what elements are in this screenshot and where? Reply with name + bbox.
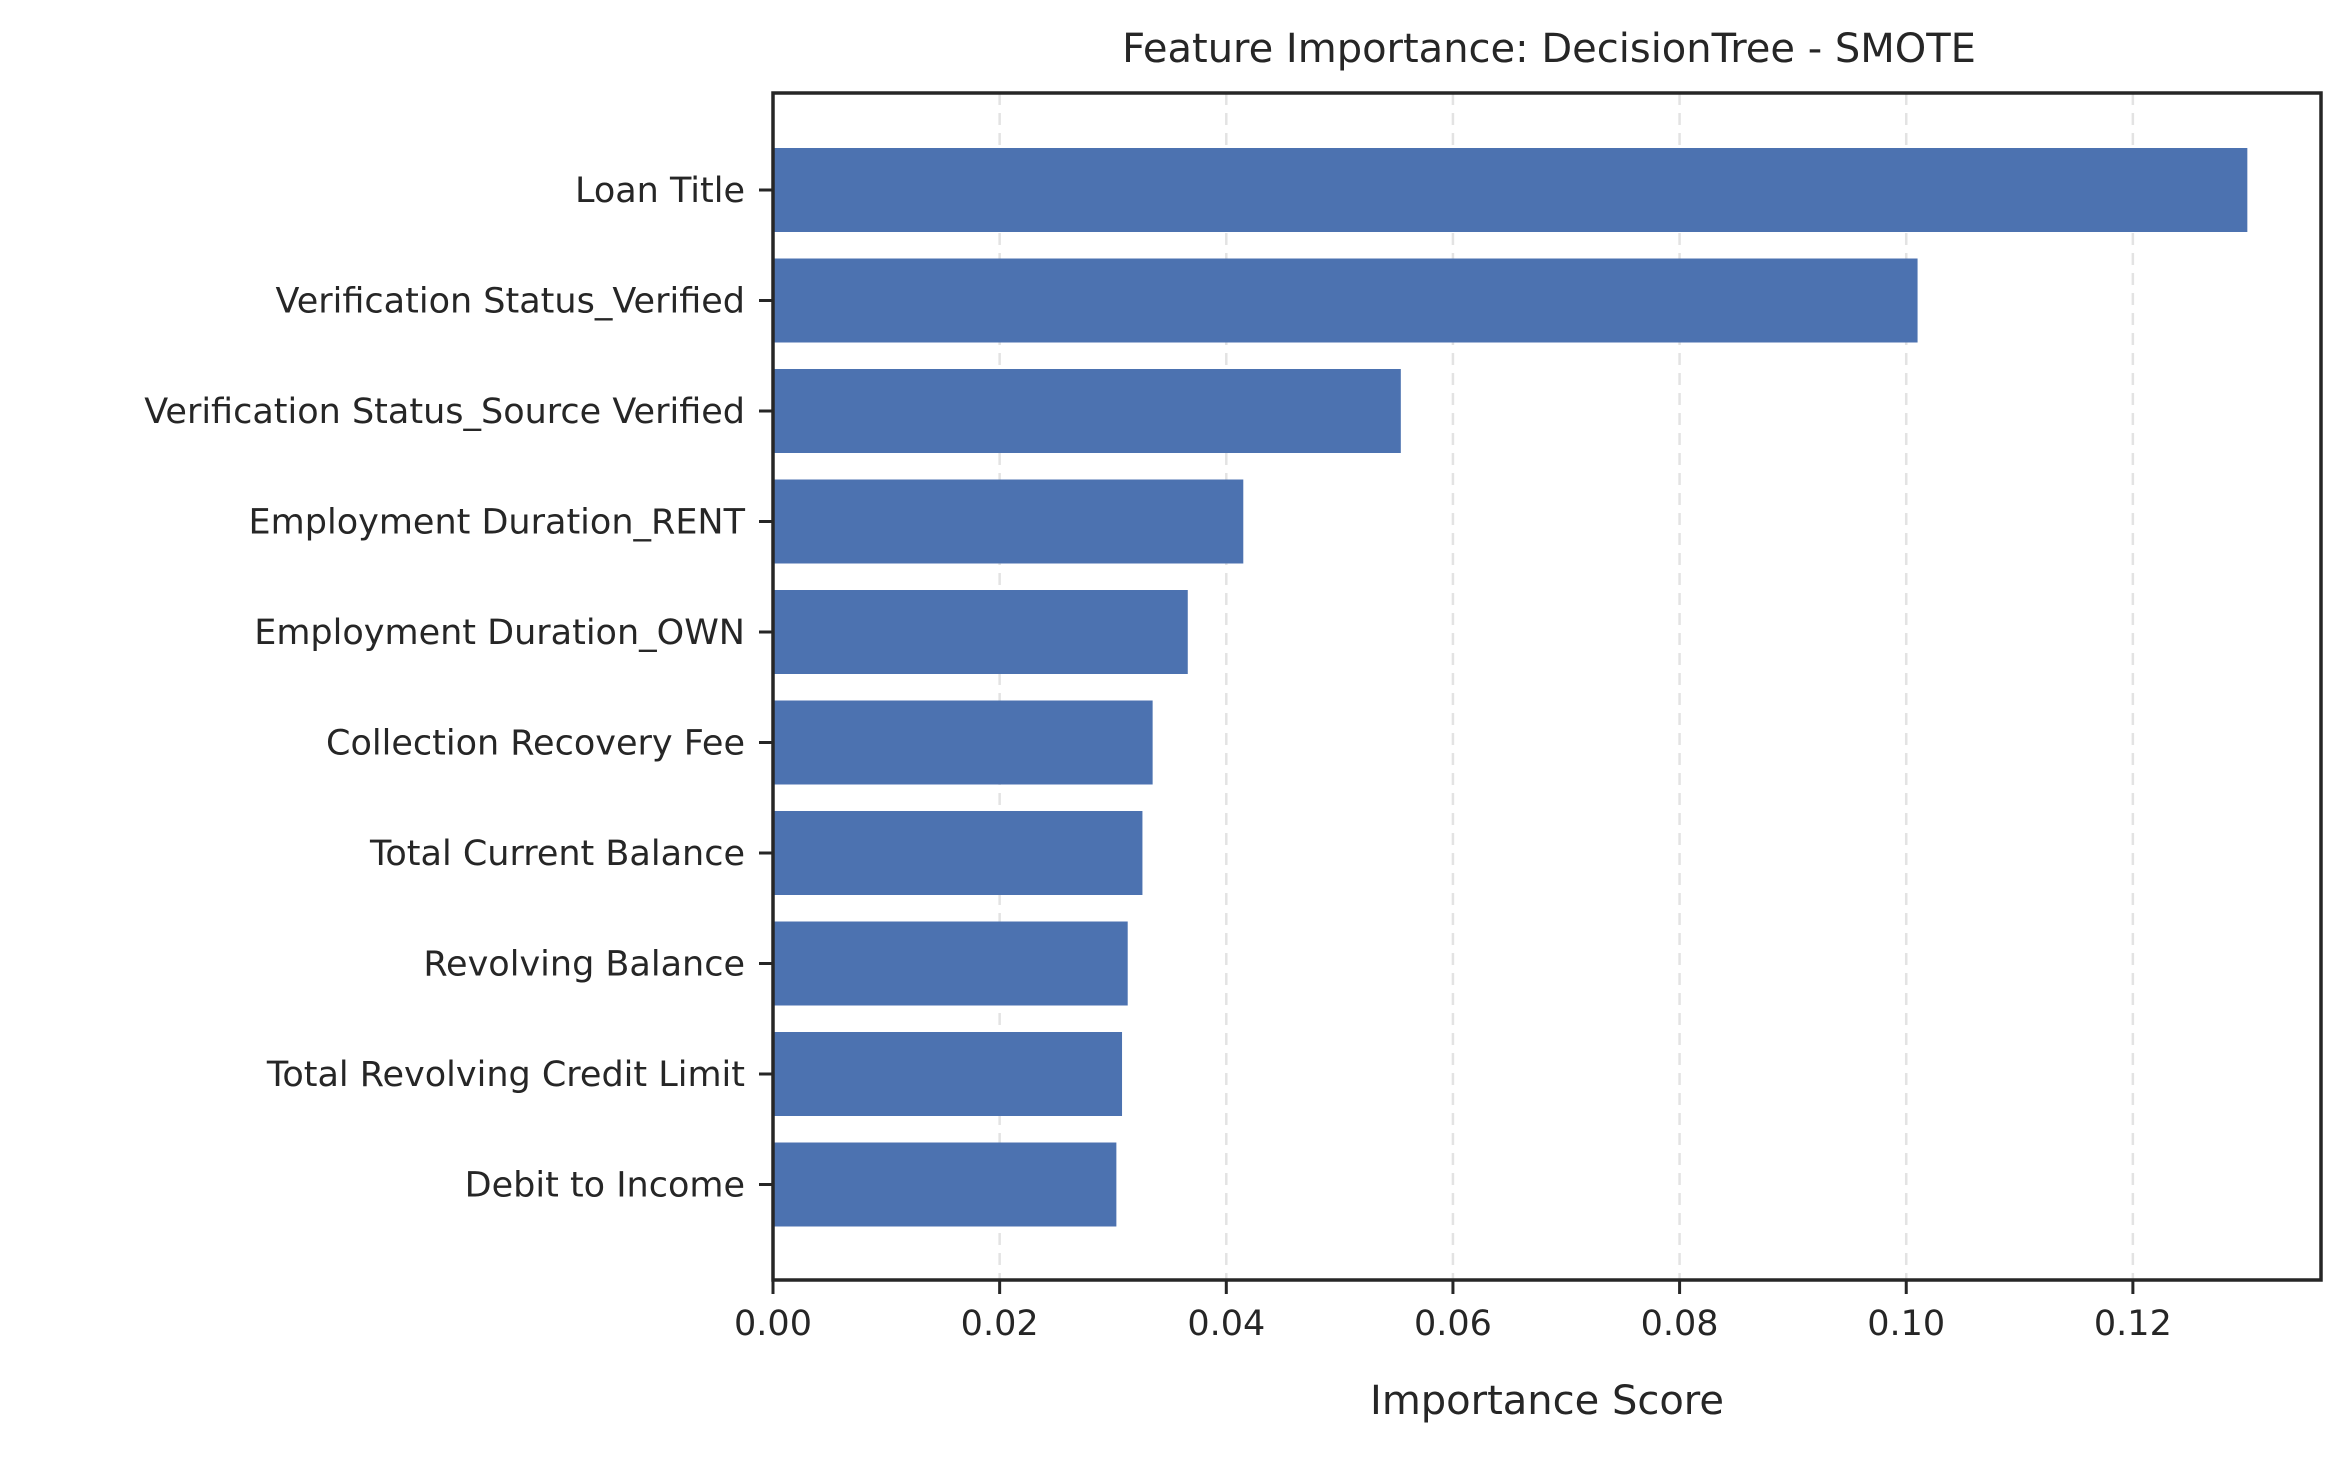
bar — [773, 148, 2248, 232]
x-tick-label: 0.10 — [1867, 1304, 1945, 1344]
x-tick-label: 0.12 — [2094, 1304, 2172, 1344]
bar — [773, 1032, 1123, 1116]
y-tick-label: Total Current Balance — [369, 834, 745, 874]
y-tick-label: Collection Recovery Fee — [326, 724, 745, 764]
y-axis-ticks: Loan Title Verification Status_Verified Ve… — [144, 171, 773, 1206]
x-axis-label: Importance Score — [1370, 1378, 1724, 1424]
bar — [773, 590, 1188, 674]
bar — [773, 479, 1244, 564]
x-tick-label: 0.06 — [1414, 1304, 1492, 1344]
bar — [773, 1142, 1117, 1227]
bar — [773, 700, 1153, 785]
y-tick-label: Employment Duration_OWN — [254, 613, 745, 653]
bar — [773, 369, 1401, 453]
y-tick-label: Total Revolving Credit Limit — [266, 1055, 745, 1095]
chart-title: Feature Importance: DecisionTree - SMOTE — [1122, 26, 1976, 72]
x-tick-label: 0.08 — [1641, 1304, 1719, 1344]
x-tick-label: 0.00 — [734, 1304, 812, 1344]
bar — [773, 258, 1918, 343]
y-tick-label: Loan Title — [575, 171, 745, 211]
bars — [773, 148, 2248, 1227]
y-tick-label: Employment Duration_RENT — [249, 503, 746, 543]
y-tick-label: Debit to Income — [465, 1166, 745, 1206]
y-tick-label: Verification Status_Verified — [276, 282, 745, 322]
x-tick-label: 0.02 — [961, 1304, 1039, 1344]
bar — [773, 811, 1143, 895]
x-tick-label: 0.04 — [1187, 1304, 1265, 1344]
y-tick-label: Verification Status_Source Verified — [144, 392, 745, 432]
bar — [773, 921, 1128, 1006]
x-axis-ticks: 0.00 0.02 0.04 0.06 0.08 0.10 0.12 — [734, 1280, 2172, 1344]
y-tick-label: Revolving Balance — [423, 945, 745, 985]
plot-frame — [771, 91, 2323, 1282]
